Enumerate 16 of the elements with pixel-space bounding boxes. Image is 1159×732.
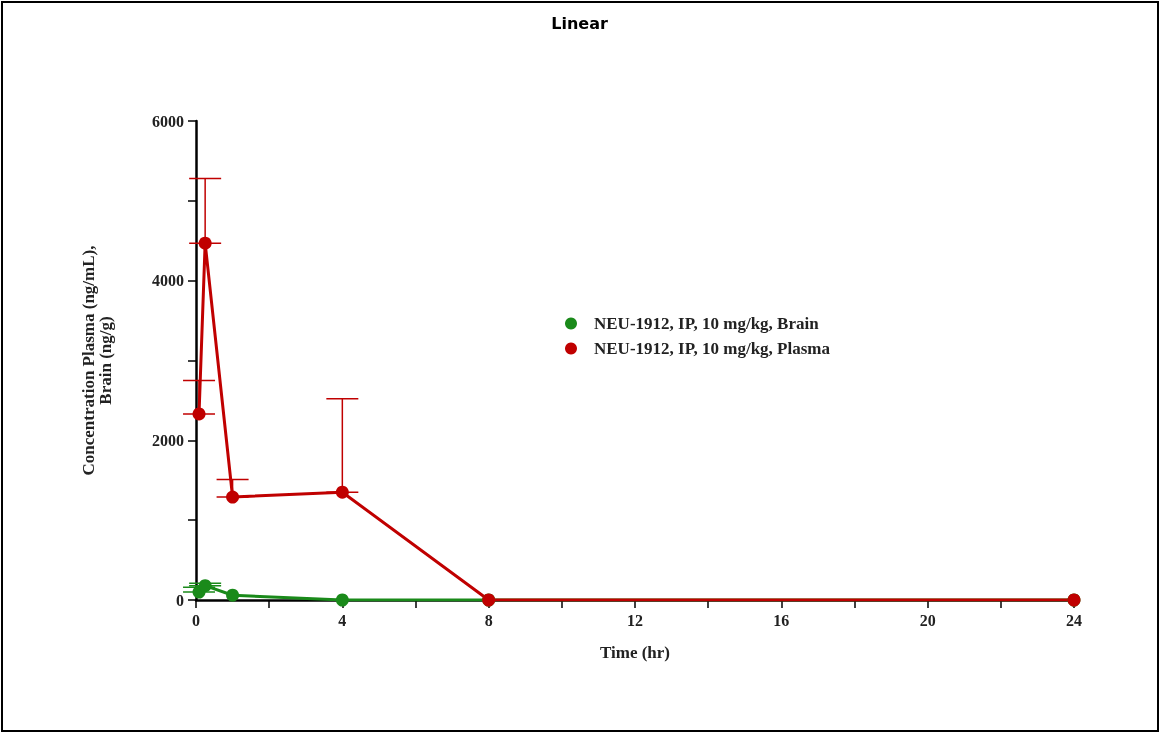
x-tick-label: 12: [627, 611, 643, 629]
x-tick-label: 0: [192, 611, 200, 629]
x-tick-label: 16: [773, 611, 790, 629]
y-axis-title: Concentration Plasma (ng/mL), Brain (ng/g): [79, 245, 115, 476]
chart-title: Linear: [551, 13, 608, 33]
x-tick-label: 20: [919, 611, 936, 629]
legend-label: NEU-1912, IP, 10 mg/kg, Brain: [594, 314, 820, 333]
y-tick-label: 2000: [152, 431, 184, 449]
y-tick-label: 6000: [152, 112, 184, 130]
x-tick-label: 24: [1066, 611, 1082, 629]
legend-label: NEU-1912, IP, 10 mg/kg, Plasma: [594, 339, 831, 358]
x-axis-title: Time (hr): [599, 643, 671, 662]
y-tick-label: 0: [176, 591, 184, 609]
x-tick-label: 8: [484, 611, 493, 629]
y-tick-label: 4000: [152, 272, 184, 290]
x-tick-label: 4: [338, 611, 347, 629]
